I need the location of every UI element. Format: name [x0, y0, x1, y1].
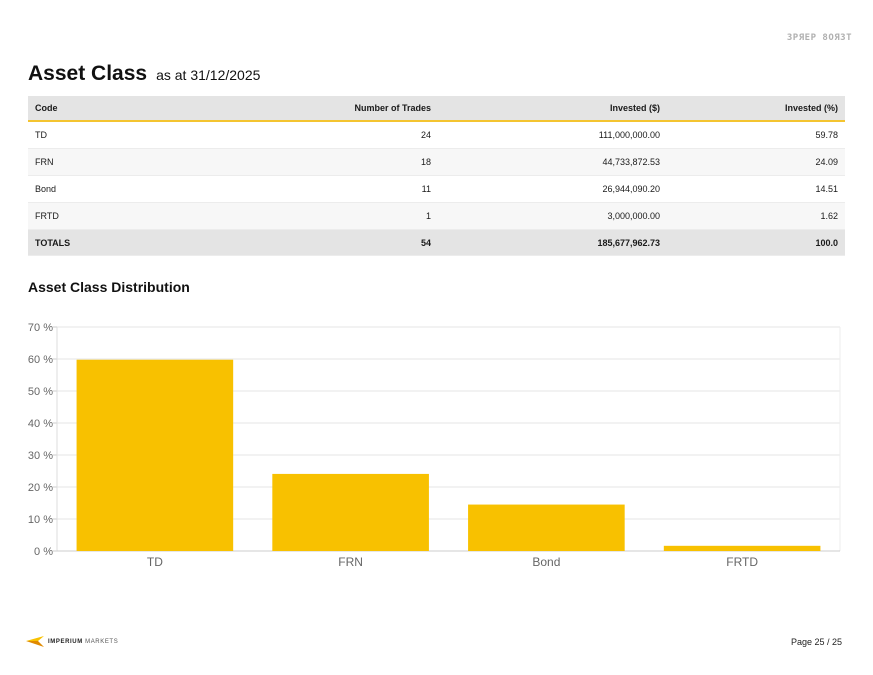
totals-invested-amount: 185,677,962.73: [438, 229, 667, 256]
table-row: FRTD 1 3,000,000.00 1.62: [28, 202, 845, 230]
column-header-invested-percent: Invested (%): [667, 96, 845, 122]
bar-bond: [468, 504, 625, 551]
cell-invested-percent: 1.62: [667, 202, 845, 230]
column-header-invested-amount: Invested ($): [438, 96, 667, 122]
cell-invested-percent: 24.09: [667, 148, 845, 176]
page-subtitle: as at 31/12/2025: [156, 67, 261, 83]
table-row: TD 24 111,000,000.00 59.78: [28, 121, 845, 149]
table-row: Bond 11 26,944,090.20 14.51: [28, 175, 845, 203]
y-tick-label: 0 %: [34, 546, 53, 558]
y-tick-label: 50 %: [28, 386, 53, 398]
x-tick-label: Bond: [532, 555, 560, 569]
x-tick-label: FRTD: [726, 555, 758, 569]
y-tick-label: 20 %: [28, 482, 53, 494]
totals-trades: 54: [192, 229, 438, 256]
y-tick-label: 30 %: [28, 450, 53, 462]
chart-section-title: Asset Class Distribution: [28, 279, 190, 295]
cell-trades: 11: [192, 175, 438, 203]
x-tick-label: TD: [147, 555, 163, 569]
y-tick-label: 10 %: [28, 514, 53, 526]
page-heading: Asset Class as at 31/12/2025: [28, 62, 260, 86]
asset-class-bar-chart: 0 % 10 % 20 % 30 % 40 % 50 % 60 % 70 % TD FRN Bond…: [28, 322, 841, 569]
cell-invested-percent: 59.78: [667, 121, 845, 149]
cell-trades: 1: [192, 202, 438, 230]
cell-code: FRTD: [28, 202, 192, 230]
asset-class-table: Code Number of Trades Invested ($) Inves…: [28, 96, 845, 256]
table-row: FRN 18 44,733,872.53 24.09: [28, 148, 845, 176]
page-title: Asset Class: [28, 62, 148, 85]
cell-code: Bond: [28, 175, 192, 203]
cell-code: FRN: [28, 148, 192, 176]
cell-trades: 18: [192, 148, 438, 176]
imperium-logo-icon: [26, 636, 44, 647]
company-logo: IMPERIUM MARKETS: [26, 636, 118, 647]
cell-invested-amount: 26,944,090.20: [438, 175, 667, 203]
column-header-trades: Number of Trades: [192, 96, 438, 122]
bar-td: [76, 359, 234, 551]
cell-code: TD: [28, 121, 192, 149]
cell-invested-percent: 14.51: [667, 175, 845, 203]
table-header-row: Code Number of Trades Invested ($) Inves…: [28, 96, 845, 122]
bar-frn: [272, 473, 429, 551]
cell-invested-amount: 111,000,000.00: [438, 121, 667, 149]
document-id-watermark: ЗРЯЕР 8ОЯЗТ: [786, 33, 852, 43]
x-tick-label: FRN: [338, 555, 363, 569]
column-header-code: Code: [28, 96, 192, 122]
page-number: Page 25 / 25: [790, 637, 842, 647]
y-tick-label: 40 %: [28, 418, 53, 430]
cell-invested-amount: 44,733,872.53: [438, 148, 667, 176]
cell-trades: 24: [192, 121, 438, 149]
totals-label: TOTALS: [28, 229, 192, 256]
totals-invested-percent: 100.0: [667, 229, 845, 256]
y-tick-label: 60 %: [28, 354, 53, 366]
y-tick-label: 70 %: [28, 322, 53, 334]
logo-wordmark: IMPERIUM MARKETS: [48, 638, 119, 645]
totals-row: TOTALS 54 185,677,962.73 100.0: [28, 229, 845, 256]
cell-invested-amount: 3,000,000.00: [438, 202, 667, 230]
bar-frtd: [663, 545, 821, 551]
